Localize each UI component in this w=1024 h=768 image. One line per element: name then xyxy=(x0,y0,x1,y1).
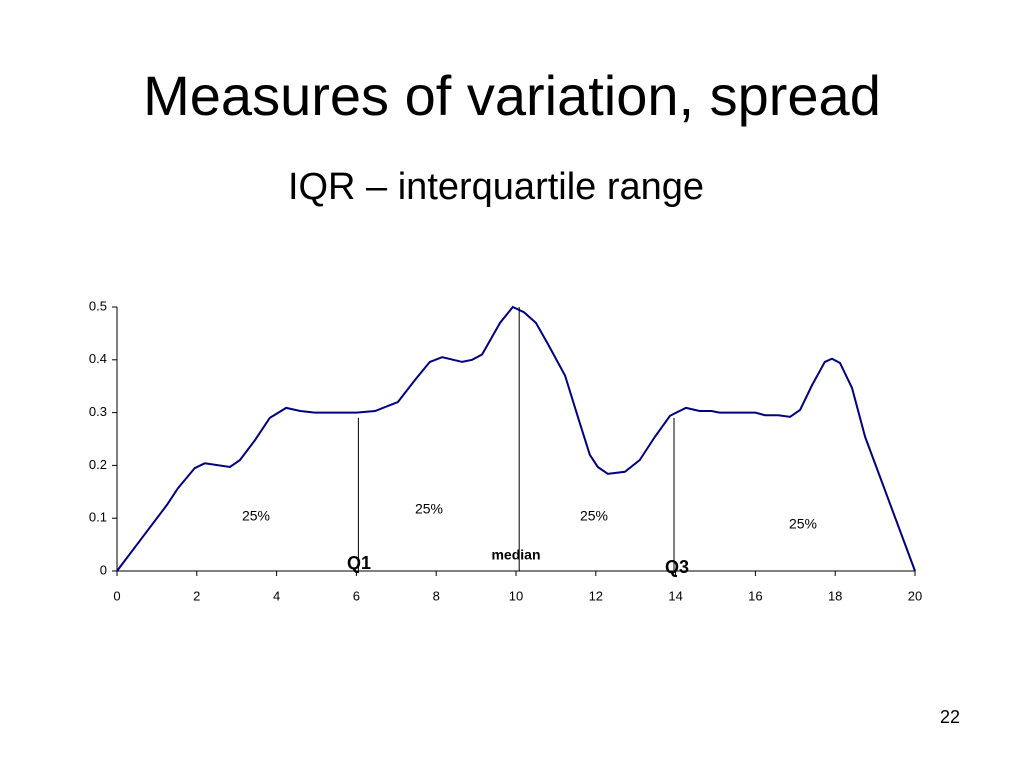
reference-label: median xyxy=(491,547,540,563)
percent-annotation: 25% xyxy=(415,501,443,517)
x-tick-label: 16 xyxy=(748,588,762,603)
y-tick-label: 0 xyxy=(100,562,107,577)
x-tick-label: 0 xyxy=(113,588,120,603)
percent-annotation: 25% xyxy=(789,516,817,532)
reference-label: Q3 xyxy=(665,557,689,577)
y-tick-label: 0.4 xyxy=(89,351,107,366)
slide-title: Measures of variation, spread xyxy=(143,64,881,127)
slide-subtitle: IQR – interquartile range xyxy=(288,166,704,208)
percent-annotation: 25% xyxy=(580,508,608,524)
x-tick-label: 14 xyxy=(668,588,682,603)
x-tick-label: 4 xyxy=(273,588,280,603)
x-tick-label: 2 xyxy=(193,588,200,603)
page-number: 22 xyxy=(940,707,960,727)
x-tick-label: 20 xyxy=(908,588,922,603)
y-tick-label: 0.3 xyxy=(89,404,107,419)
x-tick-label: 6 xyxy=(353,588,360,603)
x-tick-label: 10 xyxy=(509,588,523,603)
x-tick-label: 8 xyxy=(433,588,440,603)
data-line xyxy=(116,305,916,572)
x-tick-label: 12 xyxy=(589,588,603,603)
y-tick-label: 0.5 xyxy=(89,298,107,313)
x-tick-label: 18 xyxy=(828,588,842,603)
percent-annotation: 25% xyxy=(242,508,270,524)
y-tick-label: 0.2 xyxy=(89,457,107,472)
y-tick-label: 0.1 xyxy=(89,510,107,525)
reference-label: Q1 xyxy=(347,553,371,573)
